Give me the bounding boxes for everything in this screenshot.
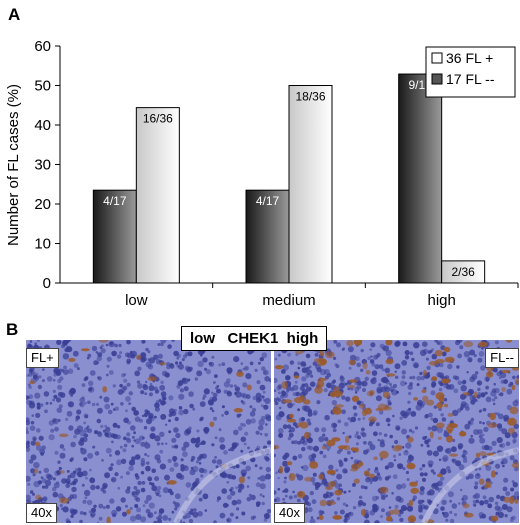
y-tick-label: 10 bbox=[34, 236, 51, 253]
y-tick-label: 50 bbox=[34, 78, 51, 95]
micrograph-fl-plus: FL+ 40x bbox=[26, 340, 271, 523]
bar-medium-1 bbox=[288, 85, 333, 284]
micrograph-low-image bbox=[26, 340, 271, 523]
bar-data-label: 18/36 bbox=[295, 90, 325, 104]
x-tick-label-medium: medium bbox=[262, 292, 315, 309]
panel-a-label: A bbox=[8, 5, 20, 24]
y-axis: 0 10 20 30 40 50 60 bbox=[34, 38, 61, 292]
panel-b-label: B bbox=[6, 320, 19, 339]
magnification-left: 40x bbox=[26, 503, 57, 523]
bar-low-0 bbox=[92, 189, 137, 284]
bar-data-label: 16/36 bbox=[143, 112, 173, 126]
bar-low-1 bbox=[135, 107, 180, 284]
legend-entry: 36 FL + bbox=[446, 50, 493, 66]
y-tick-label: 60 bbox=[34, 38, 51, 55]
fl-minus-label: FL-- bbox=[485, 348, 519, 368]
y-axis-label: Number of FL cases (%) bbox=[5, 84, 22, 246]
y-tick-label: 40 bbox=[34, 117, 51, 134]
fl-plus-label: FL+ bbox=[26, 348, 59, 368]
bar-data-label: 4/17 bbox=[256, 194, 280, 208]
chek1-caption: low CHEK1 high bbox=[181, 326, 328, 351]
bar-high-0 bbox=[398, 73, 443, 284]
legend-swatch bbox=[431, 52, 443, 64]
y-tick-label: 30 bbox=[34, 157, 51, 174]
legend: 36 FL + 17 FL -- bbox=[425, 46, 516, 98]
micrograph-high-image bbox=[274, 340, 519, 523]
legend-entry: 17 FL -- bbox=[446, 71, 495, 87]
x-tick-label-high: high bbox=[427, 292, 455, 309]
magnification-right: 40x bbox=[274, 503, 305, 523]
bar-data-label: 2/36 bbox=[451, 265, 475, 279]
x-tick-label-low: low bbox=[125, 292, 148, 309]
panel-b: B FL+ 40x FL-- 40x low CHEK1 high bbox=[0, 318, 520, 525]
micrograph-fl-minus: FL-- 40x bbox=[274, 340, 519, 523]
x-axis: low medium high bbox=[60, 282, 519, 309]
legend-swatch bbox=[431, 73, 443, 85]
y-tick-label: 20 bbox=[34, 196, 51, 213]
y-tick-label: 0 bbox=[43, 275, 51, 292]
bar-data-label: 4/17 bbox=[103, 194, 127, 208]
